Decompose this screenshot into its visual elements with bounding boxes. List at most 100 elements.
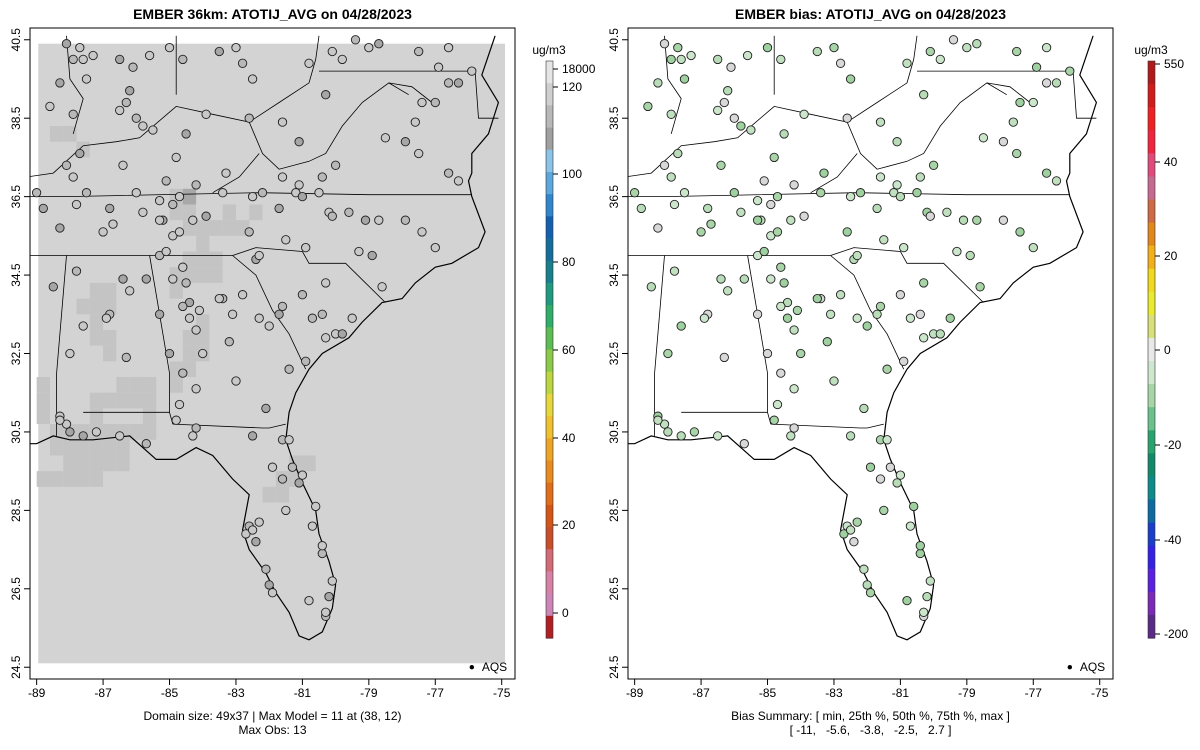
left-state-border (149, 255, 174, 425)
left-station-point (71, 199, 82, 210)
left-station-point (71, 266, 82, 276)
right-station-point (789, 384, 799, 394)
left-colorbar-segment (546, 83, 553, 106)
right-caption-bias-values: [ -11, -5.6, -3.8, -2.5, 2.7 ] (789, 723, 952, 737)
left-grid-cell (89, 455, 104, 472)
right-station-point (629, 188, 640, 198)
right-station-point (895, 470, 906, 480)
left-grid-cell (209, 220, 223, 236)
right-x-tick-label: -75 (1091, 686, 1109, 700)
right-station-point (859, 564, 869, 574)
left-grid-cell (36, 377, 50, 393)
left-colorbar-segment (546, 105, 553, 129)
left-station-point (430, 97, 440, 108)
right-station-point (899, 356, 909, 366)
left-grid-cell (196, 220, 210, 236)
right-colorbar-segment (1148, 591, 1155, 616)
left-colorbar-tick-label: 80 (562, 255, 576, 269)
right-colorbar-tick-label: 550 (1164, 57, 1184, 71)
right-station-point (696, 227, 706, 237)
right-station-point (799, 109, 809, 119)
left-state-border (248, 35, 320, 123)
right-colorbar-segment (1148, 407, 1155, 431)
left-station-point (55, 415, 65, 425)
right-station-point (925, 211, 935, 221)
right-station-point (666, 172, 676, 182)
left-station-point (443, 168, 454, 178)
left-station-point (244, 113, 254, 123)
right-y-tick-label: 34.5 (607, 263, 621, 287)
right-station-point (1041, 168, 1052, 178)
left-state-border (388, 82, 409, 96)
right-station-point (842, 227, 852, 237)
right-station-point (899, 242, 909, 253)
left-station-point (374, 39, 384, 49)
left-grid-cell (89, 314, 104, 330)
left-grid-cell (142, 377, 157, 393)
left-station-point (138, 121, 148, 131)
right-state-border (747, 255, 772, 425)
right-station-point (902, 58, 912, 68)
right-station-point (835, 58, 846, 68)
left-colorbar-segment (546, 482, 553, 506)
left-station-point (194, 305, 205, 316)
left-station-point (237, 290, 248, 300)
left-grid-cell (129, 392, 143, 409)
left-station-point (75, 42, 85, 53)
left-station-point (178, 301, 188, 312)
left-grid-cell (196, 267, 210, 283)
left-station-point (297, 290, 308, 300)
right-station-point (872, 203, 882, 214)
left-station-point (31, 188, 42, 198)
right-station-point (729, 188, 739, 198)
left-station-point (254, 517, 264, 527)
right-station-point (872, 309, 882, 319)
left-station-point (171, 152, 181, 163)
right-station-point (762, 348, 773, 359)
right-y-tick-label: 38.5 (607, 106, 621, 130)
left-colorbar-segment (546, 615, 553, 639)
right-station-point (978, 133, 989, 143)
right-station-point (1012, 148, 1022, 159)
right-station-point (689, 427, 700, 437)
left-station-point (131, 188, 141, 198)
left-station-point (108, 219, 118, 229)
right-colorbar-segment (1148, 61, 1155, 85)
left-station-point (414, 46, 424, 57)
left-grid-cell (196, 314, 210, 330)
left-grid-cell (116, 439, 130, 456)
left-grid-cell (103, 345, 117, 362)
right-station-point (948, 35, 959, 45)
right-station-point (676, 321, 686, 331)
right-colorbar-segment (1148, 107, 1155, 131)
left-station-point (105, 203, 115, 214)
left-grid-cell (36, 471, 50, 487)
left-station-point (68, 54, 78, 65)
left-grid-cell (103, 298, 117, 315)
right-aqs-legend-marker (1067, 665, 1073, 670)
right-station-point (713, 105, 723, 116)
left-y-tick-label: 26.5 (9, 577, 23, 601)
right-station-point (1015, 97, 1025, 108)
left-y-tick-label: 24.5 (9, 655, 23, 679)
right-station-point (845, 74, 856, 84)
left-colorbar-tick-label: 120 (562, 80, 582, 94)
left-station-point (321, 278, 331, 288)
right-station-point (919, 333, 929, 343)
left-colorbar-segment (546, 371, 553, 395)
right-station-point (729, 113, 739, 123)
left-station-point (327, 576, 337, 586)
right-station-point (766, 274, 776, 284)
left-colorbar-segment (546, 282, 553, 306)
right-station-point (819, 168, 829, 178)
left-station-point (68, 172, 78, 182)
left-x-tick-label: -87 (94, 686, 112, 700)
left-grid-cell (89, 439, 104, 456)
left-station-point (277, 117, 288, 127)
right-state-border (628, 82, 1031, 177)
right-y-tick-label: 28.5 (607, 498, 621, 522)
left-station-point (294, 137, 304, 147)
left-station-point (45, 101, 55, 112)
left-station-point (304, 58, 314, 68)
right-colorbar-tick-label: -20 (1164, 438, 1182, 452)
